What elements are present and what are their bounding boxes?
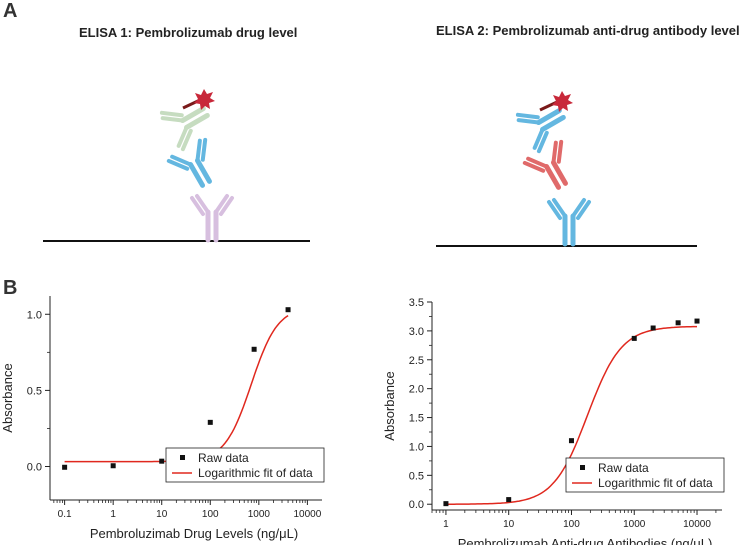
chart2-y-tick-label: 2.5 (409, 355, 424, 367)
chart1-x-tick-label: 0.1 (58, 509, 72, 520)
chart2-data-point (694, 318, 700, 324)
elisa2-title: ELISA 2: Pembrolizumab anti-drug antibod… (436, 23, 740, 38)
chart1-y-tick-label: 1.0 (27, 309, 42, 321)
chart2-y-axis-label: Absorbance (382, 371, 397, 440)
chart2-data-point (631, 335, 637, 341)
chart2-data-point (650, 325, 656, 331)
chart2-legend-marker-points (580, 465, 585, 470)
chart1-x-tick-label: 10 (156, 509, 168, 520)
chart1-legend-label-fit: Logarithmic fit of data (198, 466, 313, 480)
chart1-x-tick-label: 1000 (248, 509, 271, 520)
chart2-y-tick-label: 3.0 (409, 326, 424, 338)
chart1-data-point (285, 307, 291, 313)
chart2-y-tick-label: 1.5 (409, 413, 424, 425)
chart2-data-point (568, 438, 574, 444)
panel-label-a: A (3, 0, 18, 22)
chart2-y-tick-label: 0.0 (409, 499, 424, 511)
chart1-x-tick-label: 100 (202, 509, 219, 520)
elisa1-title: ELISA 1: Pembrolizumab drug level (79, 25, 298, 40)
chart2-x-tick-label: 10 (503, 519, 515, 530)
chart2-data-point (506, 497, 512, 503)
chart1-x-tick-label: 1 (110, 509, 116, 520)
chart2-x-tick-label: 100 (563, 519, 580, 530)
chart2-data-point (675, 320, 681, 326)
chart1-y-axis-label: Absorbance (0, 363, 15, 432)
chart1-x-tick-label: 10000 (293, 509, 321, 520)
chart2-y-tick-label: 0.5 (409, 470, 424, 482)
chart2-x-tick-label: 1000 (623, 519, 646, 530)
chart1-data-point (62, 464, 68, 470)
chart1-data-point (207, 419, 213, 425)
chart2-y-tick-label: 2.0 (409, 384, 424, 396)
panel-label-b: B (3, 277, 18, 299)
chart2-legend-label-raw: Raw data (598, 461, 649, 475)
chart2-data-point (443, 501, 449, 507)
chart1-data-point (159, 458, 165, 464)
chart2-y-tick-label: 1.0 (409, 441, 424, 453)
chart2-y-tick-label: 3.5 (409, 297, 424, 309)
chart1-data-point (110, 463, 116, 469)
chart2-x-tick-label: 10000 (683, 519, 711, 530)
chart1-legend-box (165, 447, 325, 483)
chart1-legend-label-raw: Raw data (198, 451, 249, 465)
chart2-x-tick-label: 1 (443, 519, 449, 530)
chart1-legend-marker-points (180, 455, 185, 460)
chart1-y-tick-label: 0.5 (27, 385, 42, 397)
chart2-x-axis-label: Pembrolizumab Anti-drug Antibodies (ng/μ… (458, 536, 713, 545)
chart1-fit-line (64, 314, 289, 463)
chart2-legend-box (565, 457, 725, 493)
chart1-data-point (251, 346, 257, 352)
chart1-x-axis-label: Pembroluzimab Drug Levels (ng/μL) (90, 526, 298, 541)
chart2-legend-label-fit: Logarithmic fit of data (598, 476, 713, 490)
chart1-y-tick-label: 0.0 (27, 462, 42, 474)
